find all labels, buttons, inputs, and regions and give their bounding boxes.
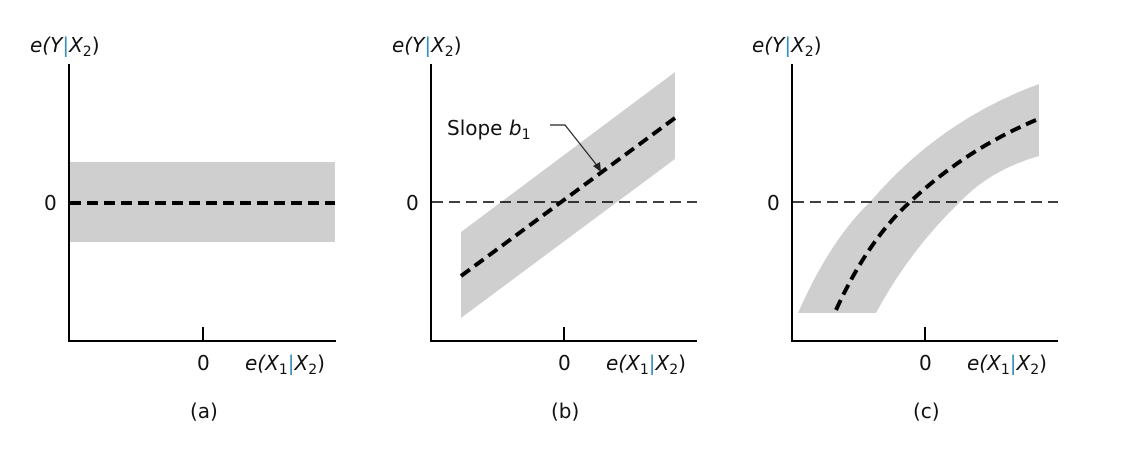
band-c [798,84,1039,313]
caption-b: (b) [551,399,579,423]
panel-c: e(Y|X2) 0 0 e(X1|X2) (c) [752,33,1058,423]
slope-annotation: Slope b1 [447,116,530,143]
caption-c: (c) [913,399,940,423]
axes-b [430,64,697,342]
panel-a: e(Y|X2) 0 0 e(X1|X2) (a) [30,33,336,423]
x-zero-label-c: 0 [919,351,932,375]
fit-line-b [459,116,677,278]
x-axis-label-b: e(X1|X2) [606,351,686,378]
x-zero-label-b: 0 [558,351,571,375]
y-axis-label-a: e(Y|X2) [30,33,100,60]
caption-a: (a) [190,399,218,423]
axes-a [68,64,336,342]
arrowhead-icon [593,162,601,172]
y-zero-label-a: 0 [44,191,57,215]
panel-b: e(Y|X2) 0 0 e(X1|X2) Slope b1 (b) [392,33,697,423]
axes-c [791,64,1058,342]
y-axis-label-c: e(Y|X2) [752,33,822,60]
y-zero-label-b: 0 [406,191,419,215]
x-axis-label-a: e(X1|X2) [245,351,325,378]
y-zero-label-c: 0 [767,191,780,215]
band-b [461,72,675,318]
x-axis-label-c: e(X1|X2) [967,351,1047,378]
x-zero-label-a: 0 [197,351,210,375]
slope-leader-line [550,124,600,169]
y-axis-label-b: e(Y|X2) [392,33,462,60]
